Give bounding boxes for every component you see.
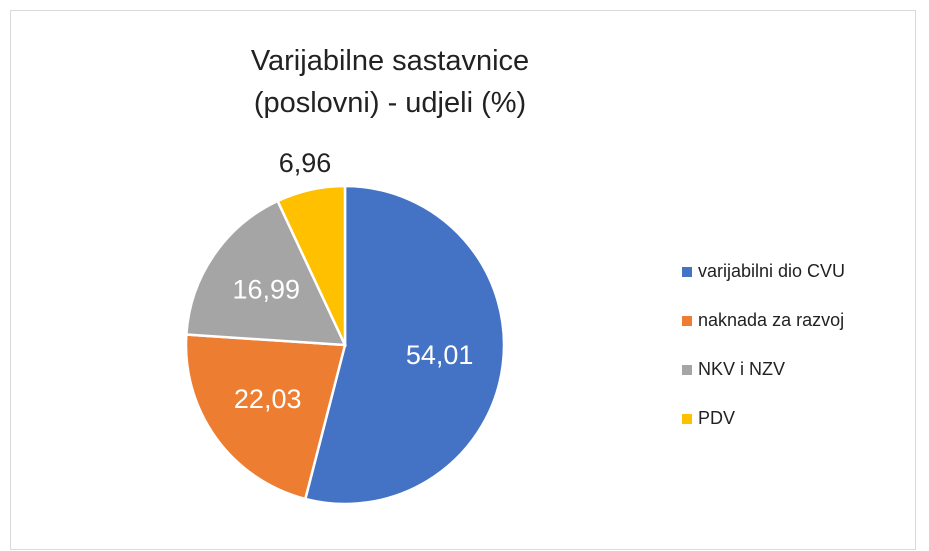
legend-label: naknada za razvoj — [698, 310, 844, 330]
legend-swatch — [682, 365, 692, 375]
data-label: 6,96 — [279, 148, 332, 178]
legend-swatch — [682, 414, 692, 424]
legend-label: PDV — [698, 408, 735, 428]
data-label: 16,99 — [232, 274, 300, 304]
data-label: 22,03 — [234, 384, 302, 414]
data-label: 54,01 — [406, 340, 474, 370]
legend-swatch — [682, 316, 692, 326]
legend-label: varijabilni dio CVU — [698, 261, 845, 281]
legend-swatch — [682, 267, 692, 277]
pie-slice — [184, 333, 347, 501]
chart-title: Varijabilne sastavnice (poslovni) - udje… — [250, 45, 530, 119]
pie-slice — [275, 184, 347, 346]
legend-label: NKV i NZV — [698, 359, 785, 379]
pie-slice — [185, 199, 348, 347]
pie-slice — [303, 184, 506, 506]
